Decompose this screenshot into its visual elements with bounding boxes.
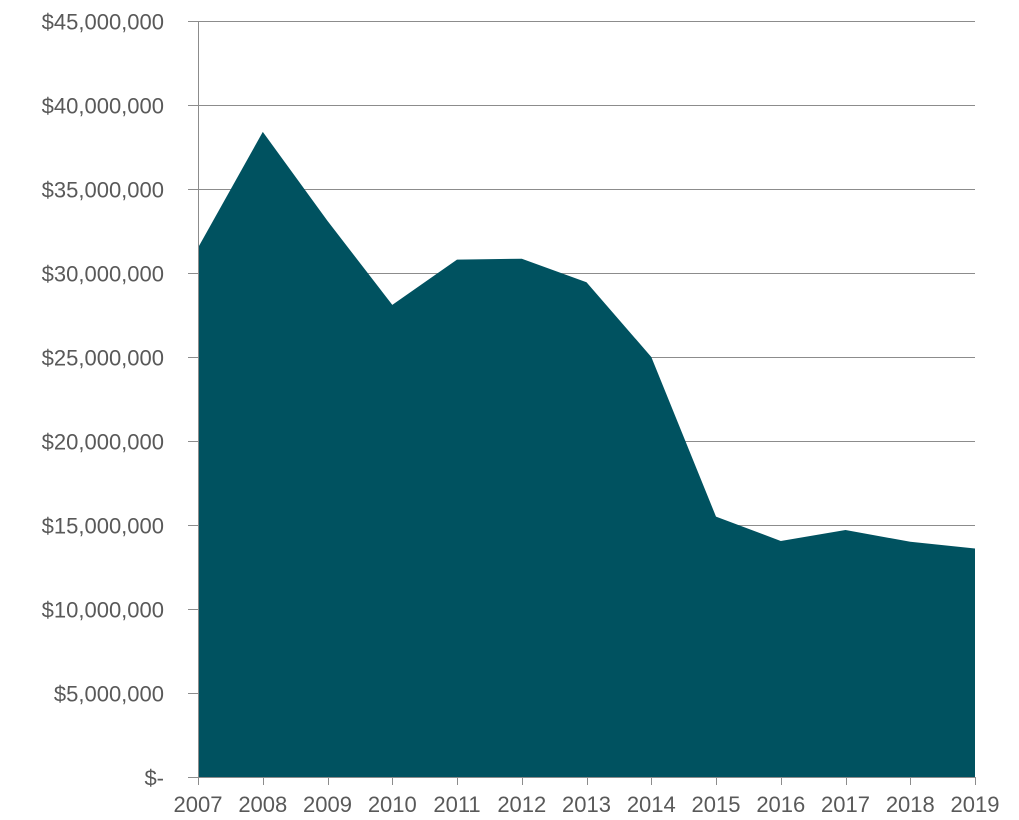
x-axis-tick-labels: 2007 2008 2009 2010 2011 2012 2013 2014 2015 2016… xyxy=(174,792,1000,817)
y-tick-label: $35,000,000 xyxy=(42,178,164,203)
y-tick-label: $30,000,000 xyxy=(42,262,164,287)
x-tick-label: 2012 xyxy=(497,792,546,817)
y-tick-label: $10,000,000 xyxy=(42,598,164,623)
y-tick-label: $5,000,000 xyxy=(54,682,164,707)
axes xyxy=(188,21,976,785)
y-tick-label: $45,000,000 xyxy=(42,10,164,35)
y-tick-label: $25,000,000 xyxy=(42,346,164,371)
x-tick-label: 2014 xyxy=(627,792,676,817)
y-axis-tick-labels: $- $5,000,000 $10,000,000 $15,000,000 $20,00… xyxy=(42,10,164,791)
x-tick-label: 2016 xyxy=(756,792,805,817)
x-tick-label: 2010 xyxy=(368,792,417,817)
y-tick-label: $20,000,000 xyxy=(42,430,164,455)
y-tick-label: $40,000,000 xyxy=(42,94,164,119)
area-series xyxy=(198,131,975,777)
y-tick-label: $- xyxy=(144,766,164,791)
x-tick-label: 2011 xyxy=(433,792,480,817)
x-tick-label: 2008 xyxy=(238,792,287,817)
x-tick-label: 2007 xyxy=(174,792,223,817)
y-tick-label: $15,000,000 xyxy=(42,514,164,539)
x-tick-label: 2018 xyxy=(886,792,935,817)
x-tick-label: 2009 xyxy=(303,792,352,817)
x-tick-label: 2017 xyxy=(821,792,870,817)
x-tick-label: 2013 xyxy=(562,792,611,817)
x-tick-label: 2015 xyxy=(692,792,741,817)
x-tick-label: 2019 xyxy=(951,792,1000,817)
plot-area xyxy=(198,131,975,777)
